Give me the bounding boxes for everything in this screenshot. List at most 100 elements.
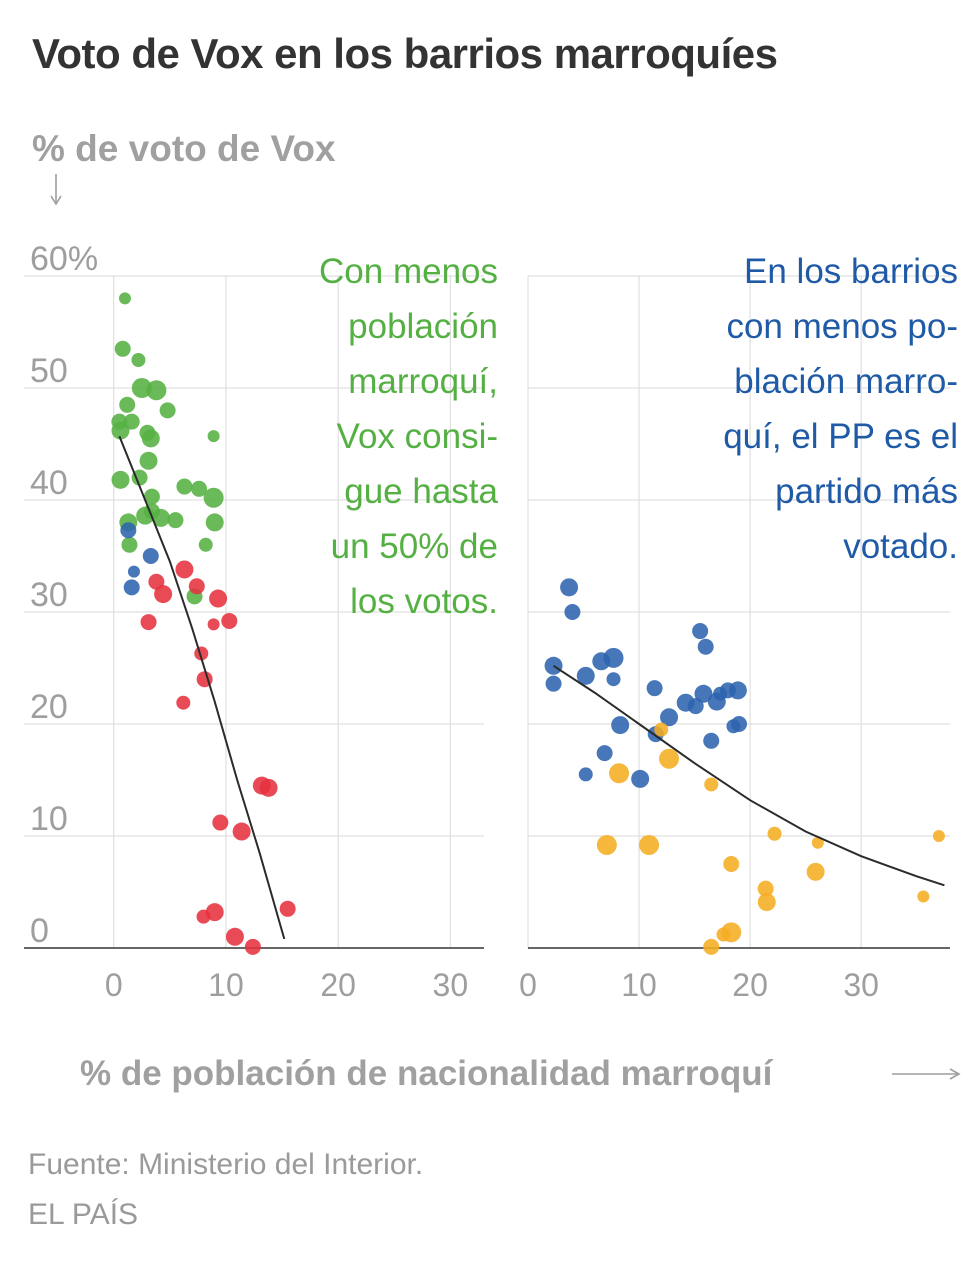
data-point-orange [596,834,617,855]
data-point-red [175,560,194,579]
data-point-blue [631,769,650,788]
x-tick-label: 0 [105,967,123,1003]
data-point-red [140,614,157,631]
data-point-green [119,396,136,413]
data-point-green [114,340,131,357]
x-tick-label: 30 [433,967,469,1003]
down-arrow-icon [50,174,62,206]
data-point-red [259,778,278,797]
data-point-blue [687,698,704,715]
y-tick-label: 20 [30,688,68,726]
data-point-green [198,537,213,552]
data-point-red [209,589,228,608]
y-tick-label: 30 [30,576,68,614]
data-point-blue [697,638,714,655]
data-point-green [111,470,130,489]
data-point-blue [606,672,621,687]
y-tick-label: 10 [30,800,68,838]
data-point-red [244,938,261,955]
right-scatter-panel: 0 10 20 30 [519,275,950,1003]
annotation-left: Con menos población marroquí, Vox consi-… [319,252,498,621]
data-point-blue [578,767,593,782]
data-point-red [154,585,173,604]
data-point-red [279,900,296,917]
data-point-orange [703,938,720,955]
data-point-blue [560,578,579,597]
x-tick-label: 10 [621,967,657,1003]
data-point-green [118,292,131,305]
x-tick-label: 10 [208,967,244,1003]
data-point-green [207,430,220,443]
data-point-blue [123,579,140,596]
data-point-blue [692,623,709,640]
data-point-blue [728,681,747,700]
x-tick-label: 20 [320,967,356,1003]
data-point-red [232,822,251,841]
x-tick-label: 20 [732,967,768,1003]
x-axis-title: % de población de nacionalidad marroquí [80,1054,773,1093]
data-point-blue [603,647,624,668]
data-point-green [159,402,176,419]
data-point-green [131,353,146,367]
data-point-blue [142,548,159,564]
data-point-orange [767,826,782,841]
data-point-green [146,380,167,401]
data-point-green [143,488,160,505]
data-point-blue [646,680,663,697]
data-point-red [225,927,244,946]
data-point-blue [660,708,679,727]
x-tick-label: 0 [519,967,537,1003]
data-point-green [151,508,170,527]
data-point-orange [811,836,824,849]
scatter-chart-area: 0 10 20 30 40 50 60% 0 10 20 30 0 10 20 30 [24,240,950,1003]
data-point-blue [120,522,137,539]
data-point-orange [723,856,740,872]
data-point-blue [596,745,613,762]
data-point-orange [757,880,774,897]
data-point-orange [757,893,776,912]
data-point-blue [564,604,581,620]
x-tick-label: 30 [843,967,879,1003]
data-point-green [203,487,224,508]
data-point-blue [703,732,720,749]
annotation-right: En los barrios con menos po- blación mar… [723,252,958,566]
data-point-green [191,480,208,497]
data-point-green [205,513,224,532]
brand-label: EL PAÍS [28,1198,139,1231]
data-point-blue [127,565,140,578]
right-arrow-icon [892,1068,961,1080]
data-point-green [111,421,130,440]
data-point-blue [694,684,713,703]
left-scatter-panel: 0 10 20 30 40 50 60% 0 10 20 30 [24,240,484,1003]
source-note: Fuente: Ministerio del Interior. [28,1148,424,1181]
data-point-blue [576,666,595,685]
y-tick-label: 50 [30,352,68,390]
data-point-blue [707,692,726,711]
data-point-red [196,909,211,924]
data-point-red [188,578,205,595]
y-axis-title: % de voto de Vox [32,128,336,169]
y-tick-label: 0 [30,912,49,950]
data-point-green [141,429,160,448]
data-point-orange [806,862,825,881]
data-point-orange [609,763,630,784]
y-tick-label: 40 [30,464,68,502]
trend-line [118,435,286,940]
data-point-green [121,536,138,553]
data-point-orange [704,777,719,792]
trend-line [552,664,945,887]
data-point-green [139,451,158,470]
data-point-red [221,612,238,629]
data-point-blue [545,675,562,692]
data-point-red [176,695,191,710]
chart-title: Voto de Vox en los barrios marroquíes [32,30,778,77]
data-point-red [212,814,229,831]
y-tick-label: 60% [30,240,98,278]
data-point-blue [731,716,747,732]
data-point-orange [659,748,680,769]
data-point-orange [721,922,742,943]
data-point-orange [932,830,945,842]
data-point-orange [639,834,660,855]
data-point-blue [611,716,630,735]
data-point-orange [654,722,669,737]
